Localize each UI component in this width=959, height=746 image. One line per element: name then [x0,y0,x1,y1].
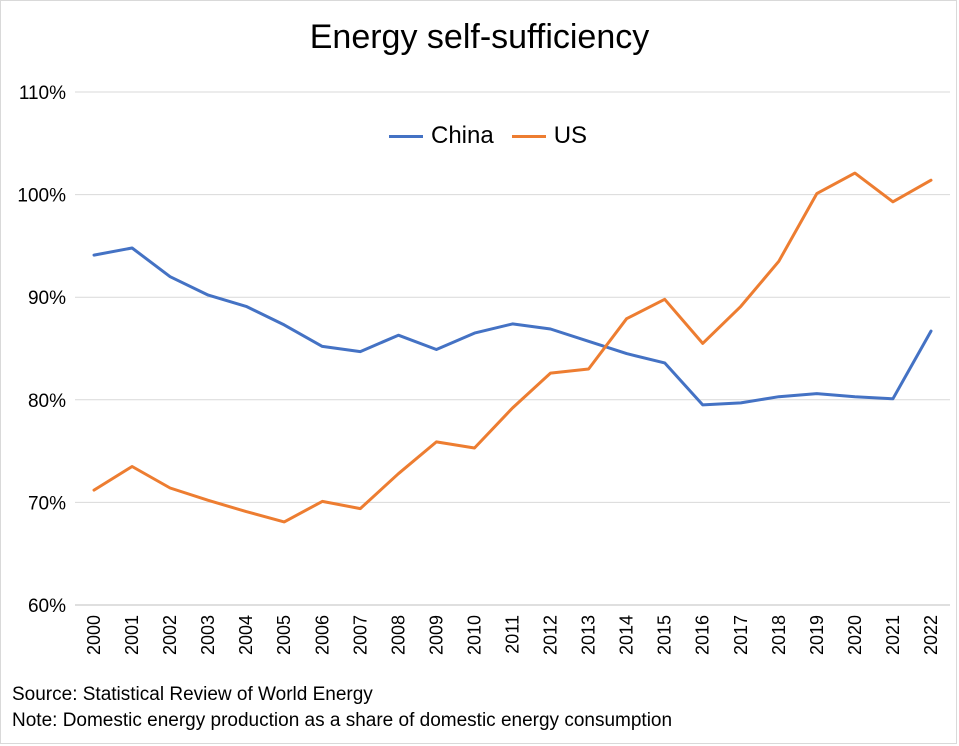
x-tick-label: 2016 [693,615,713,655]
legend-label-china: China [431,122,494,149]
x-tick-label: 2014 [617,615,637,655]
x-tick-label: 2009 [426,615,446,655]
x-tick-label: 2000 [84,615,104,655]
legend-item-us: US [511,122,588,150]
x-tick-label: 2002 [160,615,180,655]
x-tick-label: 2011 [503,615,523,654]
x-tick-label: 2007 [350,615,370,655]
series-line-china [92,246,933,407]
gridlines [75,91,950,606]
x-tick-label: 2021 [883,615,903,655]
x-tick-label: 2019 [807,615,827,655]
y-tick-label: 60% [28,596,66,617]
y-tick-label: 100% [17,186,66,207]
legend-item-china: China [389,122,494,150]
x-tick-label: 2006 [312,615,332,655]
x-tick-label: 2008 [388,615,408,655]
definition-note: Note: Domestic energy production as a sh… [12,710,673,731]
x-tick-label: 2003 [198,615,218,655]
x-tick-label: 2001 [122,615,142,655]
x-tick-label: 2018 [769,615,789,655]
y-tick-label: 110% [19,83,66,104]
x-tick-label: 2017 [731,615,751,655]
x-tick-label: 2020 [845,615,865,655]
series-line-us [92,171,933,524]
y-tick-label: 90% [28,288,66,309]
legend-label-us: US [553,122,588,149]
series-lines [92,171,933,524]
chart-title: Energy self-sufficiency [309,18,650,56]
y-tick-label: 70% [28,493,66,514]
x-tick-label: 2015 [655,615,675,655]
x-axis-ticks: 2000 2001 2002 2003 2004 2005 2006 2007 2008 2009… [84,615,941,655]
legend-swatch-china [389,134,423,138]
y-axis-ticks: 60% 70% 80% 90% 100% 110% [17,83,66,617]
x-tick-label: 2004 [236,615,256,655]
legend: China US [389,122,605,150]
x-tick-label: 2022 [921,615,941,655]
x-tick-label: 2012 [541,615,561,655]
x-tick-label: 2013 [579,615,599,655]
x-tick-label: 2005 [274,615,294,655]
source-note: Source: Statistical Review of World Ener… [12,684,373,705]
x-tick-label: 2010 [464,615,484,655]
legend-swatch-us [511,134,546,138]
y-tick-label: 80% [28,391,66,412]
